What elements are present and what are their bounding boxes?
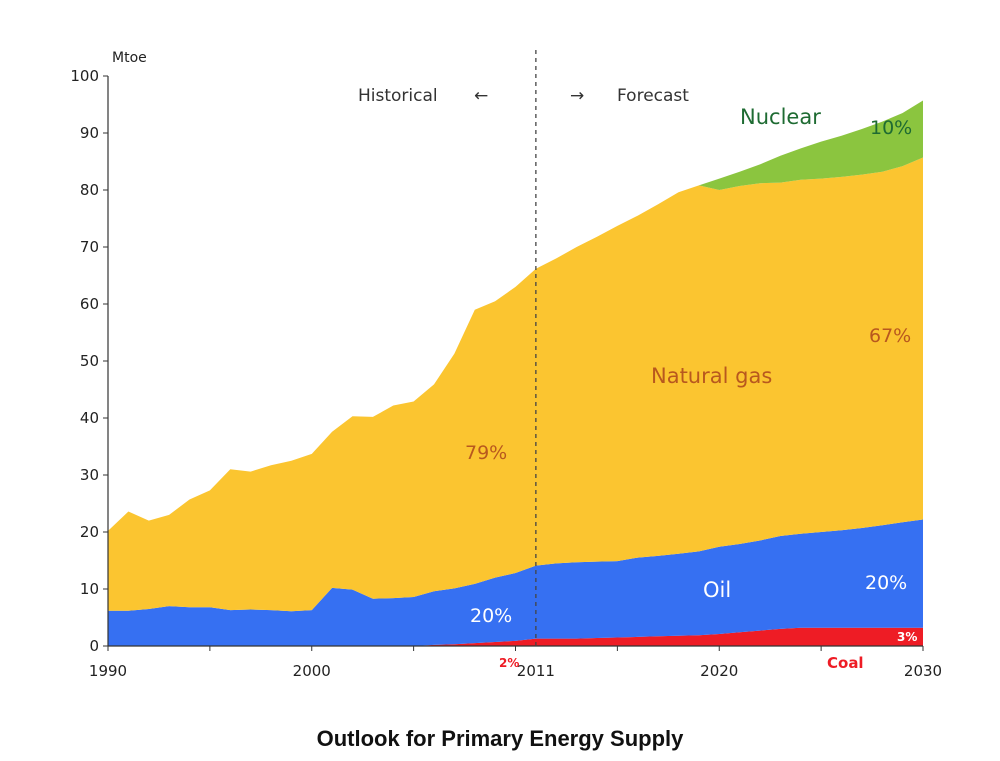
y-tick-label: 40: [80, 409, 99, 427]
coal-forecast-pct: 3%: [897, 630, 917, 644]
area-series-group: [108, 100, 923, 646]
oil-forecast-pct: 20%: [865, 572, 907, 594]
historical-label: Historical: [358, 86, 438, 106]
y-tick-label: 50: [80, 352, 99, 370]
axes-group: [103, 50, 924, 651]
left-arrow-icon: ←: [474, 86, 488, 106]
x-tick-label: 2030: [904, 662, 942, 680]
y-tick-label: 0: [89, 637, 99, 655]
y-tick-label: 30: [80, 466, 99, 484]
area-oil: [108, 519, 923, 646]
y-tick-label: 70: [80, 238, 99, 256]
area-natural-gas: [108, 157, 923, 612]
chart-title: Outlook for Primary Energy Supply: [316, 726, 684, 751]
gas-forecast-pct: 67%: [869, 325, 911, 347]
x-tick-label: 2000: [293, 662, 331, 680]
y-axis-unit-label: Mtoe: [112, 50, 147, 66]
natural-gas-label: Natural gas: [651, 364, 772, 388]
x-tick-label: 2011: [517, 662, 555, 680]
nuclear-label: Nuclear: [740, 105, 821, 129]
y-tick-label: 100: [70, 67, 99, 85]
coal-historical-pct: 2%: [499, 656, 519, 670]
x-tick-label: 2020: [700, 662, 738, 680]
oil-historical-pct: 20%: [470, 605, 512, 627]
gas-historical-pct: 79%: [465, 442, 507, 464]
nuclear-forecast-pct: 10%: [870, 117, 912, 139]
oil-label: Oil: [703, 578, 731, 602]
y-tick-label: 10: [80, 580, 99, 598]
right-arrow-icon: →: [570, 86, 584, 106]
forecast-label: Forecast: [617, 86, 689, 106]
coal-label: Coal: [827, 654, 864, 672]
y-tick-label: 60: [80, 295, 99, 313]
y-tick-label: 20: [80, 523, 99, 541]
y-tick-label: 90: [80, 124, 99, 142]
x-tick-label: 1990: [89, 662, 127, 680]
area-nuclear: [108, 100, 923, 531]
y-tick-label: 80: [80, 181, 99, 199]
area-coal: [108, 627, 923, 646]
